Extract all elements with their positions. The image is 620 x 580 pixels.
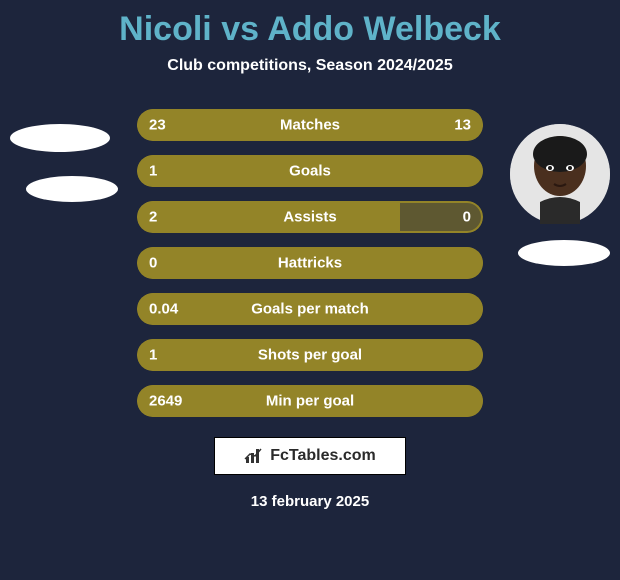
stat-value-left: 2 bbox=[149, 209, 157, 226]
stat-label: Min per goal bbox=[266, 393, 354, 410]
stat-label: Assists bbox=[283, 209, 336, 226]
stat-label: Shots per goal bbox=[258, 347, 362, 364]
player-right-avatar bbox=[510, 124, 610, 224]
stat-value-left: 1 bbox=[149, 163, 157, 180]
stat-value-right: 13 bbox=[454, 117, 471, 134]
stat-row: 2649 Min per goal bbox=[137, 385, 483, 417]
player-left-avatar-placeholder bbox=[10, 124, 110, 152]
face-icon bbox=[510, 124, 610, 224]
logo-text: FcTables.com bbox=[270, 447, 376, 465]
stat-label: Goals per match bbox=[251, 301, 369, 318]
stat-row: 2 0 Assists bbox=[137, 201, 483, 233]
fctables-logo: FcTables.com bbox=[214, 437, 406, 475]
stat-bars: 23 13 Matches 1 Goals 2 0 Assists 0 Hattricks 0.04… bbox=[137, 109, 483, 417]
stat-label: Matches bbox=[280, 117, 340, 134]
player-right-area bbox=[510, 124, 610, 266]
chart-icon bbox=[244, 447, 264, 465]
stat-value-left: 1 bbox=[149, 347, 157, 364]
stat-value-left: 0.04 bbox=[149, 301, 178, 318]
player-right-flag-placeholder bbox=[518, 240, 610, 266]
stat-value-right: 0 bbox=[463, 209, 471, 226]
stat-label: Goals bbox=[289, 163, 331, 180]
stat-value-left: 2649 bbox=[149, 393, 182, 410]
stat-row: 1 Goals bbox=[137, 155, 483, 187]
player-left-area bbox=[10, 124, 118, 202]
stat-row: 1 Shots per goal bbox=[137, 339, 483, 371]
stat-value-left: 0 bbox=[149, 255, 157, 272]
player-left-flag-placeholder bbox=[26, 176, 118, 202]
stat-row: 0 Hattricks bbox=[137, 247, 483, 279]
title: Nicoli vs Addo Welbeck bbox=[119, 10, 501, 49]
comparison-card: Nicoli vs Addo Welbeck Club competitions… bbox=[0, 0, 620, 580]
date: 13 february 2025 bbox=[251, 493, 369, 510]
stat-row: 0.04 Goals per match bbox=[137, 293, 483, 325]
stat-label: Hattricks bbox=[278, 255, 342, 272]
subtitle: Club competitions, Season 2024/2025 bbox=[167, 57, 452, 75]
stat-row: 23 13 Matches bbox=[137, 109, 483, 141]
stat-value-left: 23 bbox=[149, 117, 166, 134]
